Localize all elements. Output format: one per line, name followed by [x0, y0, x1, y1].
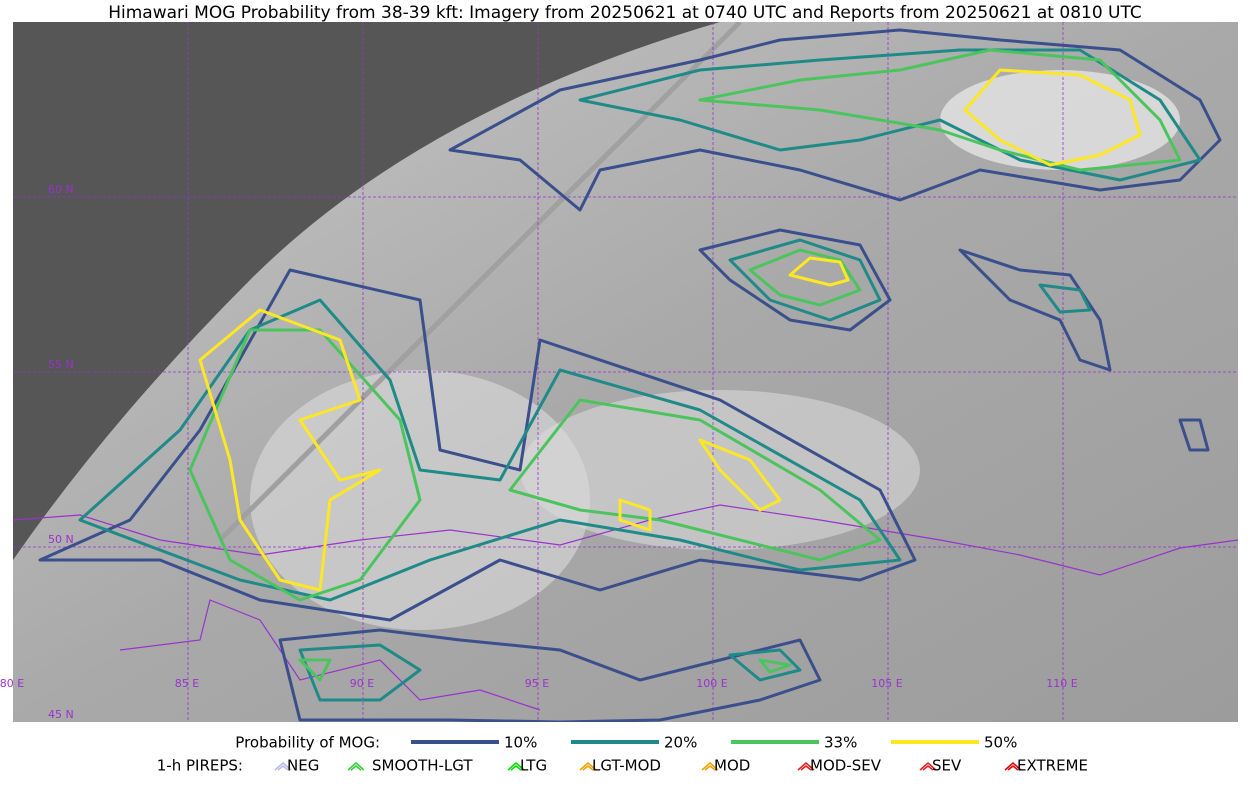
legend-item: SEV: [932, 757, 962, 775]
lon-label: 80 E: [0, 677, 24, 690]
contour-10: [278, 628, 822, 722]
graticule: [13, 22, 1238, 722]
lon-label: 100 E: [696, 677, 727, 690]
contour-33: [188, 328, 882, 602]
lat-label: 50 N: [48, 533, 74, 546]
contour-50: [963, 68, 1142, 167]
limb-line: [218, 22, 742, 542]
contour-20: [728, 238, 1092, 322]
lat-label: 55 N: [48, 358, 74, 371]
space: [13, 22, 720, 560]
legend-item: 10%: [504, 734, 537, 752]
legend-item: 50%: [984, 734, 1017, 752]
lon-label: 105 E: [871, 677, 902, 690]
contour-10: [698, 228, 1210, 452]
pirep-symbol: [797, 762, 815, 771]
lon-label: 95 E: [525, 677, 549, 690]
legend: Probability of MOG: 10% 20% 33% 50% 1-h PIREP…: [157, 734, 1088, 775]
lat-label: 60 N: [48, 183, 74, 196]
pirep-symbol: [347, 762, 365, 771]
lat-labels: 60 N 55 N 50 N 45 N: [48, 183, 74, 721]
contour-33: [748, 248, 862, 307]
legend-item: MOD: [714, 757, 750, 775]
legend-item: SMOOTH-LGT: [372, 757, 473, 775]
pirep-symbol: [274, 762, 292, 771]
pirep-symbol: [507, 762, 525, 771]
pirep-symbol: [579, 762, 597, 771]
title: Himawari MOG Probability from 38-39 kft:…: [108, 3, 1142, 23]
legend-item: LGT-MOD: [592, 757, 661, 775]
lon-labels: 80 E 85 E 90 E 95 E 100 E 105 E 110 E: [0, 677, 1078, 690]
contour-20: [78, 298, 902, 602]
lon-label: 110 E: [1046, 677, 1077, 690]
contour-20: [298, 643, 802, 702]
contour-50: [788, 256, 850, 287]
legend-item: MOD-SEV: [810, 757, 882, 775]
contour-10: [448, 28, 1222, 212]
legend-item: NEG: [287, 757, 319, 775]
legend-label: Probability of MOG:: [235, 734, 380, 752]
legend-item: 33%: [824, 734, 857, 752]
pirep-symbol: [1004, 762, 1022, 771]
contour-20: [578, 48, 1202, 182]
lat-label: 45 N: [48, 708, 74, 721]
contour-50: [198, 308, 782, 592]
map: [13, 22, 1238, 722]
contour-10: [38, 268, 917, 622]
lon-label: 90 E: [350, 677, 374, 690]
legend-item: EXTREME: [1017, 757, 1088, 775]
contour-33: [298, 658, 792, 682]
legend-item: 20%: [664, 734, 697, 752]
legend-label: 1-h PIREPS:: [157, 757, 243, 775]
contour-33: [698, 48, 1182, 172]
border: [119, 599, 541, 711]
legend-item: LTG: [520, 757, 547, 775]
pirep-symbol: [919, 762, 937, 771]
pirep-symbol: [701, 762, 719, 771]
lon-label: 85 E: [175, 677, 199, 690]
